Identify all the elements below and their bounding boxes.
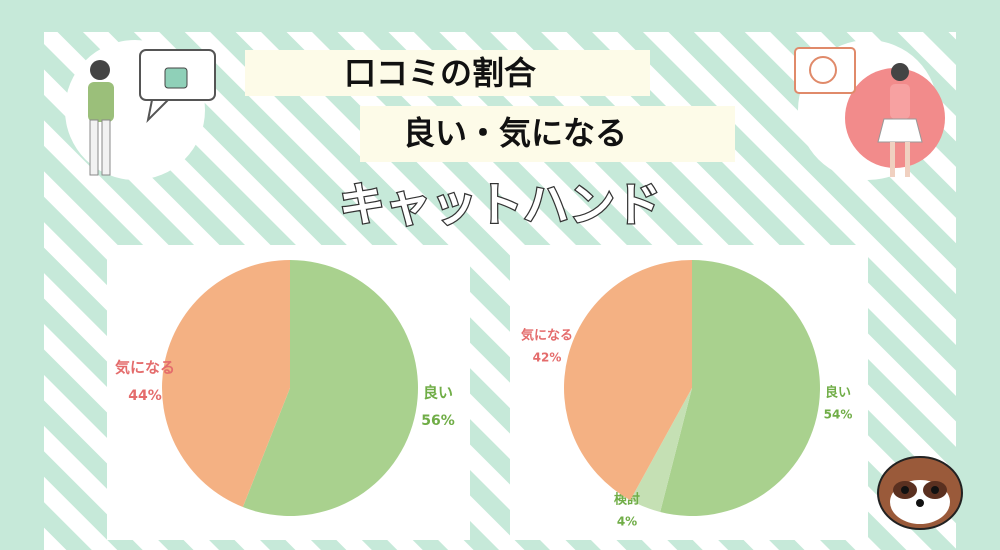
pie-slice	[660, 260, 820, 516]
slice-label: 良い	[825, 385, 851, 401]
slice-value-label: 44%	[128, 388, 162, 404]
brand: キャットハンド	[339, 178, 661, 232]
left-decoration	[65, 40, 216, 180]
slice-label: 検討	[614, 492, 640, 508]
title-box	[245, 50, 650, 96]
slice-label: 良い	[423, 384, 453, 402]
right-decoration	[794, 40, 945, 180]
slice-label: 気になる	[115, 359, 175, 377]
slice-value-label: 42%	[533, 351, 562, 365]
subtitle-box	[360, 106, 735, 162]
slice-label: 気になる	[521, 328, 573, 344]
slice-value-label: 54%	[824, 408, 853, 422]
pie-slice	[242, 260, 419, 516]
slice-value-label: 4%	[617, 515, 637, 529]
title: 口コミの割合	[344, 54, 536, 92]
mascot	[877, 456, 963, 530]
slice-value-label: 56%	[421, 413, 455, 429]
subtitle: 良い・気になる	[403, 114, 627, 152]
pie-slice	[630, 388, 692, 512]
pie-slice	[563, 260, 692, 501]
pie-slice	[162, 260, 290, 508]
